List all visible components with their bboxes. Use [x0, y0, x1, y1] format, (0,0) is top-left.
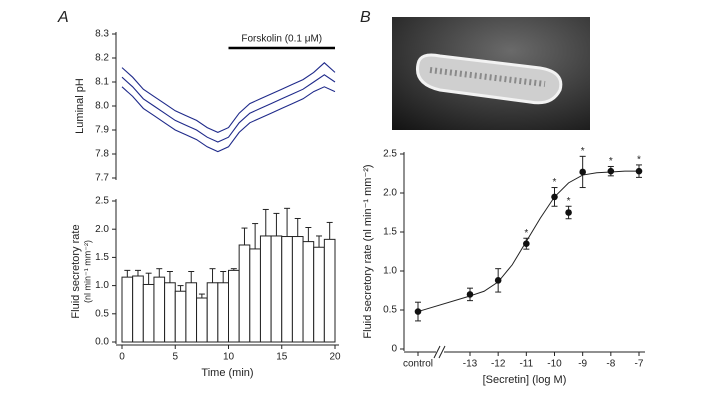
data-point	[565, 209, 572, 216]
bar	[270, 235, 283, 343]
axis-break	[433, 345, 446, 359]
x-tick-label: 0	[119, 352, 125, 363]
bar	[153, 276, 166, 343]
bar	[302, 241, 315, 343]
x-tick-label: control	[403, 359, 433, 370]
bar	[249, 248, 261, 343]
y-tick-label: 7.7	[95, 173, 109, 184]
axis-break-gap	[436, 347, 444, 357]
bar	[259, 235, 272, 343]
x-tick-label: -9	[578, 359, 587, 370]
bar	[313, 246, 325, 343]
x-tick-label: 10	[223, 352, 235, 363]
significance-mark: *	[637, 155, 641, 166]
y-tick-label: 2.0	[95, 224, 109, 235]
control-link	[417, 295, 471, 313]
duct-lumen	[429, 67, 546, 87]
bar	[164, 282, 176, 343]
x-tick-label: -10	[547, 359, 562, 370]
y-tick-label: 8.2	[95, 53, 109, 64]
significance-mark: *	[524, 228, 528, 239]
data-point	[523, 240, 530, 247]
ph-trace	[121, 86, 336, 153]
data-point	[551, 193, 558, 201]
significance-mark: *	[609, 156, 613, 167]
y-tick-label: 2.5	[383, 149, 397, 160]
x-tick-label: -7	[635, 359, 644, 370]
bar	[196, 297, 208, 343]
significance-mark: *	[567, 196, 571, 207]
y-tick-label: 1.0	[95, 280, 109, 291]
x-tick-label: -8	[606, 359, 615, 370]
y-tick-label: 8.3	[95, 29, 109, 40]
bar	[217, 282, 230, 343]
y-tick-label: 0	[391, 344, 397, 355]
bar	[228, 269, 240, 343]
bar	[121, 276, 134, 343]
y-tick-label: 0.5	[383, 305, 397, 316]
y-tick-label: 0.5	[95, 308, 109, 319]
bar	[206, 282, 219, 343]
bar	[142, 283, 155, 343]
y-tick-label: 1.0	[383, 266, 397, 277]
bar	[291, 236, 304, 343]
x-tick-label: -13	[463, 359, 478, 370]
y-tick-label: 7.8	[95, 149, 109, 160]
significance-mark: *	[581, 146, 585, 157]
bar	[323, 238, 336, 343]
x-tick-label: 20	[329, 352, 341, 363]
x-tick-label: 15	[276, 352, 288, 363]
y-axis-label: Luminal pH	[74, 78, 86, 134]
bar	[132, 275, 144, 343]
data-point	[635, 167, 643, 175]
data-point	[414, 308, 422, 315]
bar	[238, 244, 251, 343]
y-tick-label: 1.5	[383, 227, 397, 238]
x-axis-label: Time (min)	[201, 367, 253, 379]
y-tick-label: 8.0	[95, 101, 109, 112]
y-tick-label: 7.9	[95, 125, 109, 136]
panel-label: B	[360, 9, 371, 26]
y-tick-label: 8.1	[95, 77, 109, 88]
y-tick-label: 1.5	[95, 252, 109, 263]
bar	[174, 290, 187, 343]
y-tick-label: 2.0	[383, 188, 397, 199]
x-tick-label: -11	[519, 359, 533, 370]
x-axis-label: [Secretin] (log M)	[483, 374, 567, 386]
data-point	[494, 277, 502, 284]
y-axis-unit: (nl min⁻¹ mm⁻²)	[82, 240, 92, 303]
duct-segment	[415, 53, 563, 105]
x-tick-label: -12	[491, 359, 506, 370]
y-axis-label: Fluid secretory rate (nl min⁻¹ mm⁻²)	[362, 164, 374, 338]
forskolin-label: Forskolin (0.1 μM)	[241, 34, 322, 45]
significance-mark: *	[553, 177, 557, 188]
ph-trace	[121, 62, 336, 134]
data-point	[579, 168, 586, 176]
y-axis-label: Fluid secretory rate	[70, 224, 82, 318]
y-tick-label: 2.5	[95, 196, 109, 207]
ph-trace	[121, 74, 336, 143]
x-tick-label: 5	[172, 352, 178, 363]
y-tick-label: 0.0	[95, 337, 109, 348]
data-point	[607, 167, 615, 175]
bar	[185, 282, 198, 343]
bar	[281, 236, 293, 343]
data-point	[466, 291, 474, 298]
panel-label: A	[57, 9, 69, 26]
